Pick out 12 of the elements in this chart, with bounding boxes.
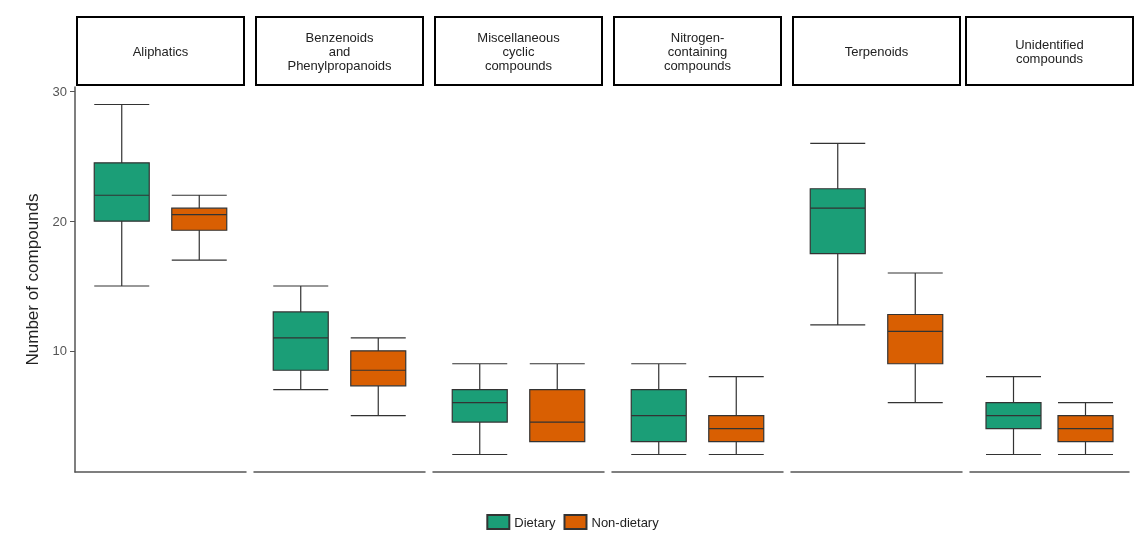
x-tick-label: Benzenoids and Phenylpropanoids [287,29,393,73]
y-axis-title: Number of compounds [23,193,42,366]
x-tick-label: Aliphatics [132,43,189,59]
x-tick-label: Terpenoids [844,43,909,59]
legend-label: Non-dietary [591,514,660,530]
y-tick-label: 20 [52,213,67,229]
x-tick-label: Miscellaneous cyclic compounds [477,29,561,73]
legend-label: Dietary [514,514,556,530]
x-tick-label: Nitrogen- containing compounds [663,29,732,73]
y-tick-label: 10 [52,343,67,359]
y-tick-label: 30 [52,84,67,100]
x-tick-label: Unidentified compounds [1015,36,1084,66]
